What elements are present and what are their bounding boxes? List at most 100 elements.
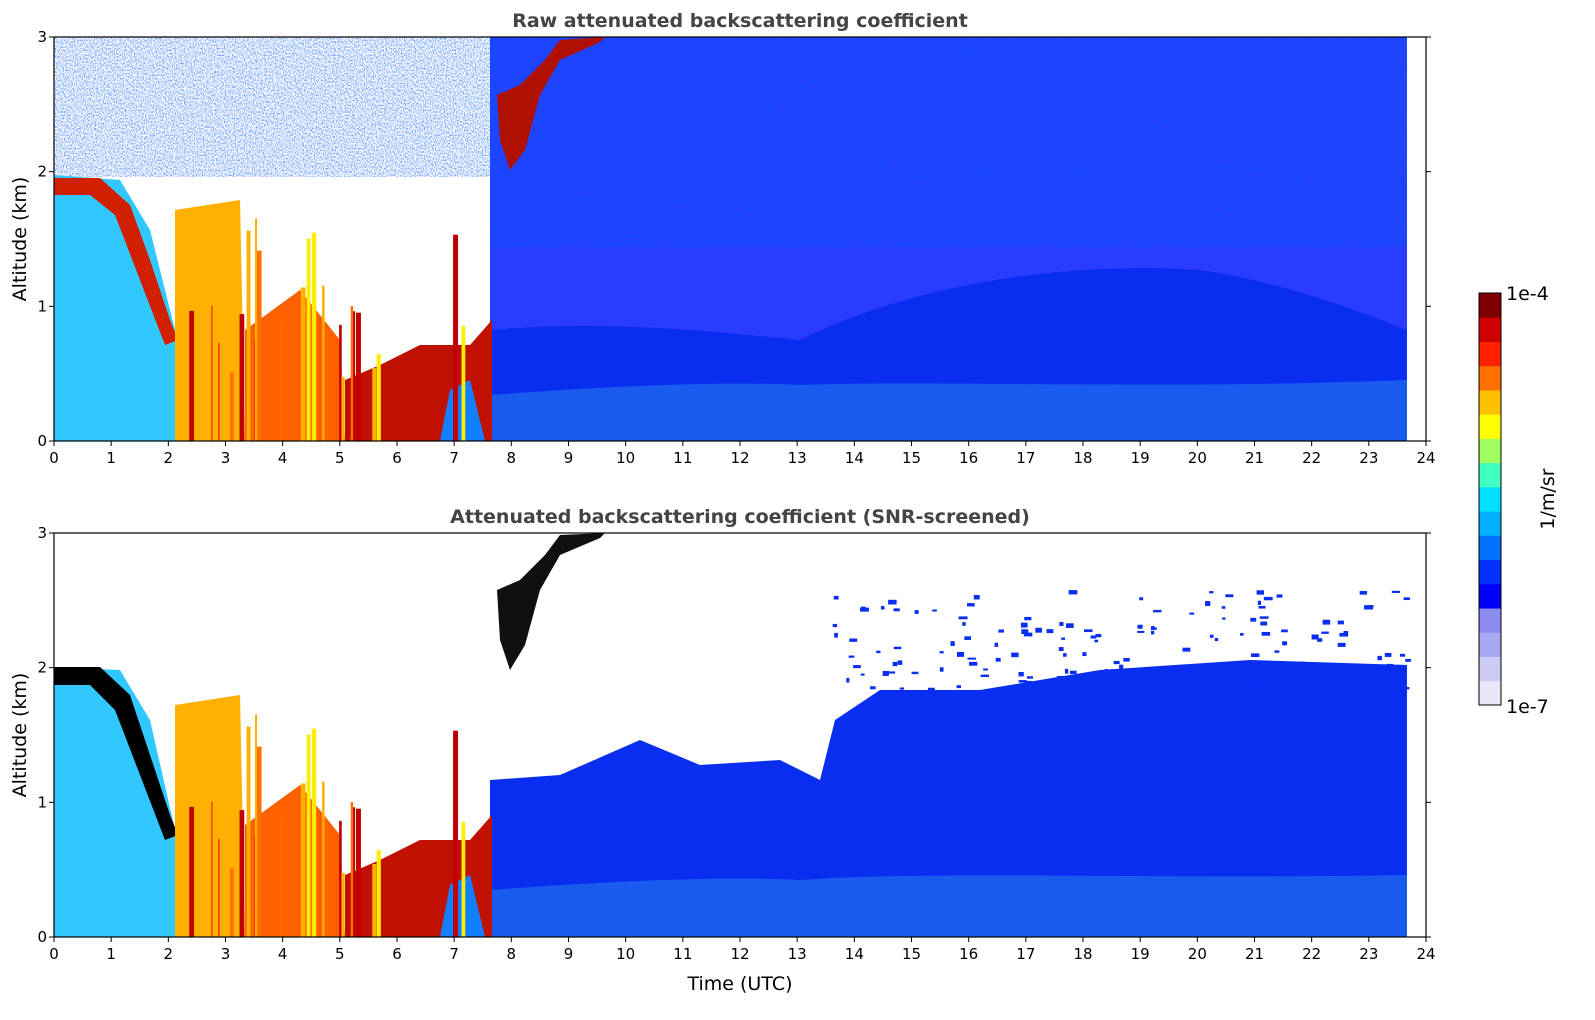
colorbar-step [1479,608,1501,633]
sparse-return [1399,653,1406,657]
sparse-return [1255,677,1259,681]
y-tick-label: 1 [37,793,47,811]
sparse-return [1261,631,1271,636]
panel-screened-xlabel: Time (UTC) [686,973,792,995]
cloud-streak [351,311,355,441]
x-tick-label: 15 [902,449,921,467]
cloud-streak [227,868,234,937]
panel-screened-elevated-layer [497,533,605,670]
sparse-return [1255,695,1260,699]
sparse-return [1011,652,1019,658]
sparse-return [833,595,839,600]
x-tick-label: 6 [392,945,402,963]
x-tick-label: 14 [845,449,864,467]
sparse-return [1066,684,1076,688]
cloud-streak [351,807,355,937]
x-tick-label: 2 [164,449,174,467]
cloud-streak [306,734,311,937]
y-tick-label: 1 [37,297,47,315]
cloud-streak [453,730,459,937]
x-tick-label: 21 [1245,449,1264,467]
sparse-return [1373,678,1382,684]
sparse-return [967,603,975,607]
sparse-return [860,606,866,612]
sparse-return [1046,629,1054,634]
sparse-return [1020,622,1028,628]
x-tick-label: 10 [616,945,635,963]
sparse-return [957,652,965,657]
colorbar: 1e-4 1e-7 1/m/sr [1478,283,1559,718]
sparse-return [1289,697,1298,703]
sparse-return [860,673,865,676]
colorbar-unit-label: 1/m/sr [1537,468,1559,529]
cloud-streak [189,806,195,937]
sparse-return [998,629,1004,633]
cloud-streak [339,324,342,441]
sparse-return [1018,680,1027,683]
sparse-return [832,623,838,628]
cloud-streak [226,213,230,441]
colorbar-step [1479,414,1501,439]
cloud-streak [300,783,306,937]
sparse-return [1254,684,1263,688]
sparse-return [1213,664,1222,667]
colorbar-frame [1478,292,1502,706]
x-tick-label: 18 [1073,449,1092,467]
sparse-return [1281,629,1288,633]
sparse-return [1026,676,1033,679]
cloud-streak [255,714,258,937]
x-tick-label: 20 [1188,945,1207,963]
x-tick-label: 18 [1073,945,1092,963]
sparse-return [893,646,902,650]
sparse-return [834,632,838,638]
panel-raw-elevated-layer [497,37,605,170]
cloud-streak [322,285,325,441]
cloud-streak [341,376,345,441]
sparse-return [1403,597,1410,601]
x-tick-label: 21 [1245,945,1264,963]
y-tick-label: 3 [37,524,47,542]
panel-screened-cloud-mass-2 [245,785,345,937]
colorbar-step [1479,535,1501,561]
cloud-streak [322,781,325,937]
panel-raw-ylabel: Altitude (km) [9,177,31,302]
x-tick-label: 11 [673,945,692,963]
sparse-return [1405,659,1411,662]
cloud-streak [341,872,345,937]
x-tick-label: 17 [1016,945,1035,963]
panel-screened-spikes [189,709,466,937]
sparse-return [1089,676,1098,680]
sparse-return [1251,653,1260,657]
sparse-return [1035,627,1042,633]
sparse-return [932,609,937,612]
sparse-return [1137,624,1143,629]
sparse-return [1359,591,1368,595]
panel-raw-boundary-core [490,380,1407,441]
cloud-streak [255,218,258,441]
sparse-return [1317,638,1323,642]
cloud-streak [350,306,354,441]
sparse-return [1259,616,1269,619]
x-tick-label: 9 [564,449,574,467]
cloud-streak [372,367,377,441]
x-tick-label: 24 [1416,449,1435,467]
x-tick-label: 12 [730,449,749,467]
panel-raw-spikes [189,213,466,441]
x-tick-label: 22 [1302,945,1321,963]
sparse-return [964,636,972,640]
colorbar-step [1479,389,1501,415]
colorbar-step [1479,680,1501,706]
colorbar-max-label: 1e-4 [1506,283,1549,305]
sparse-return [1150,630,1155,635]
x-tick-label: 17 [1016,449,1035,467]
sparse-return [899,687,905,690]
sparse-return [962,698,969,702]
x-tick-label: 13 [788,945,807,963]
sparse-return [1390,679,1397,682]
cloud-streak [306,238,311,441]
x-tick-label: 3 [221,449,231,467]
panel-screened-cloud-mass [175,695,245,937]
sparse-return [1345,679,1353,685]
colorbar-min-label: 1e-7 [1506,696,1549,718]
panel-screened-cloud-front [54,667,178,840]
